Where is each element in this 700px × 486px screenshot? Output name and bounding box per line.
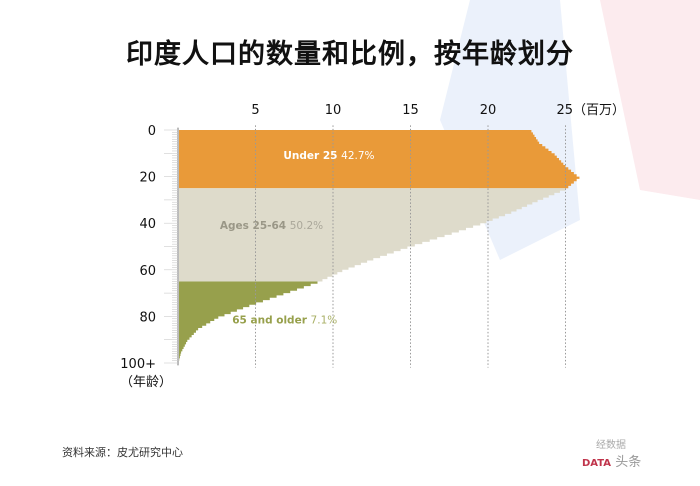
y-tick-label: 60 bbox=[139, 264, 156, 279]
y-tick-label: 0 bbox=[148, 124, 156, 139]
segment-name: Under 25 bbox=[283, 150, 341, 162]
watermark-tag: DATA bbox=[582, 458, 612, 469]
watermark-platform: 头条 bbox=[615, 455, 642, 470]
segment-name: Ages 25-64 bbox=[220, 220, 290, 232]
y-unit-label: （年龄） bbox=[120, 375, 172, 390]
y-tick-label: 40 bbox=[139, 217, 156, 232]
watermark: 经数据 DATA 头条 bbox=[582, 436, 641, 470]
segment-area-65-and-older bbox=[178, 281, 318, 363]
y-tick-label: 20 bbox=[139, 171, 156, 186]
source-note: 资料来源：皮尤研究中心 bbox=[62, 446, 183, 459]
x-tick-label: 5 bbox=[251, 103, 259, 118]
watermark-brand: 经数据 bbox=[596, 440, 626, 451]
segment-area-ages-25-64 bbox=[178, 188, 566, 282]
y-tick-label: 80 bbox=[139, 310, 156, 325]
x-tick-label: 25（百万） bbox=[557, 103, 626, 118]
segment-percent: 7.1% bbox=[311, 314, 338, 326]
chart-title: 印度人口的数量和比例，按年龄划分 bbox=[126, 39, 574, 70]
segment-name: 65 and older bbox=[232, 314, 310, 326]
segment-label: Under 25 42.7% bbox=[283, 150, 374, 162]
x-tick-label: 10 bbox=[325, 103, 342, 118]
segment-percent: 42.7% bbox=[341, 150, 374, 162]
segment-label: 65 and older 7.1% bbox=[232, 314, 337, 326]
x-tick-label: 20 bbox=[480, 103, 497, 118]
segment-area-under-25 bbox=[178, 130, 580, 189]
segment-label: Ages 25-64 50.2% bbox=[220, 220, 323, 232]
segment-percent: 50.2% bbox=[290, 220, 323, 232]
x-tick-label: 15 bbox=[402, 103, 419, 118]
y-tick-label: 100+ bbox=[120, 357, 156, 372]
red-decor-shape bbox=[600, 0, 700, 200]
